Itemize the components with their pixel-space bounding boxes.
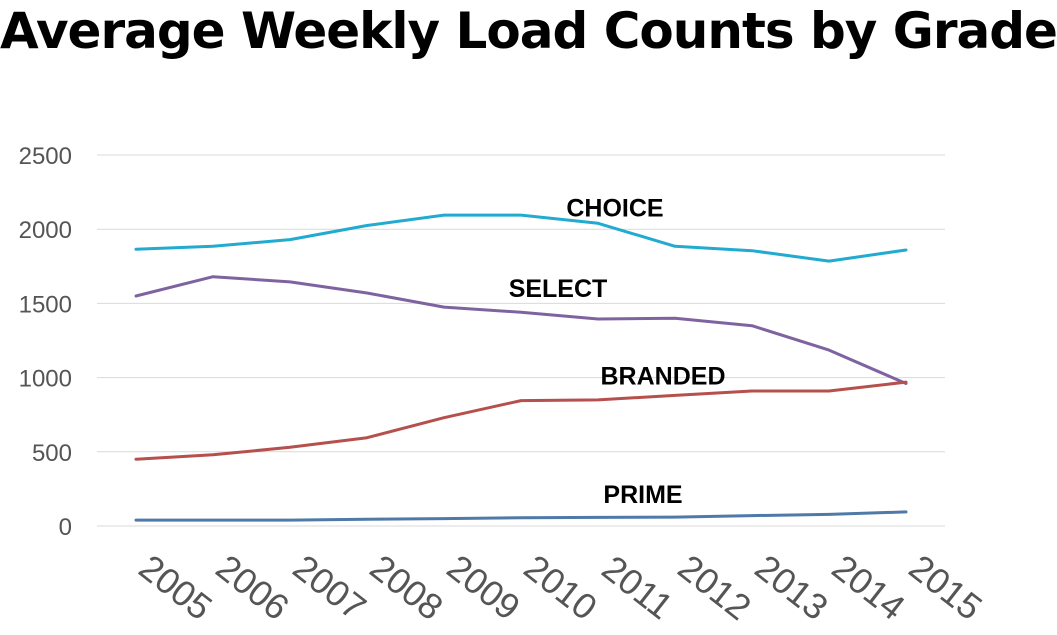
gridlines (97, 154, 945, 527)
series-line-prime (134, 510, 908, 522)
x-tick-label: 2009 (440, 546, 528, 628)
x-tick-label: 2007 (286, 546, 374, 628)
series-line-branded (134, 380, 908, 461)
chart-title: Average Weekly Load Counts by Grade (0, 2, 1057, 60)
x-tick-label: 2008 (363, 546, 451, 628)
x-tick-label: 2005 (132, 546, 220, 628)
y-tick-label: 500 (32, 440, 72, 467)
y-tick-label: 0 (59, 514, 72, 541)
x-tick-label: 2013 (748, 546, 836, 628)
series-labels: CHOICE SELECT BRANDED PRIME (509, 194, 726, 509)
y-tick-label: 1000 (19, 366, 72, 393)
x-tick-label: 2012 (671, 546, 759, 628)
series-line-select (134, 275, 908, 385)
y-tick-label: 2500 (19, 143, 72, 170)
x-tick-label: 2006 (209, 546, 297, 628)
y-tick-label: 2000 (19, 217, 72, 244)
x-tick-label: 2015 (902, 546, 990, 628)
x-tick-label: 2014 (825, 546, 913, 628)
series-label-branded: BRANDED (601, 362, 726, 390)
x-axis-ticks: 2005200620072008200920102011201220132014… (132, 546, 990, 628)
series-lines (134, 213, 908, 522)
series-line-choice (134, 213, 908, 263)
series-label-select: SELECT (509, 275, 608, 303)
series-label-prime: PRIME (603, 481, 682, 509)
y-tick-label: 1500 (19, 291, 72, 318)
y-axis-ticks: 0 500 1000 1500 2000 2500 (19, 143, 72, 541)
x-tick-label: 2010 (517, 546, 605, 628)
series-label-choice: CHOICE (566, 194, 663, 222)
x-tick-label: 2011 (595, 547, 681, 627)
